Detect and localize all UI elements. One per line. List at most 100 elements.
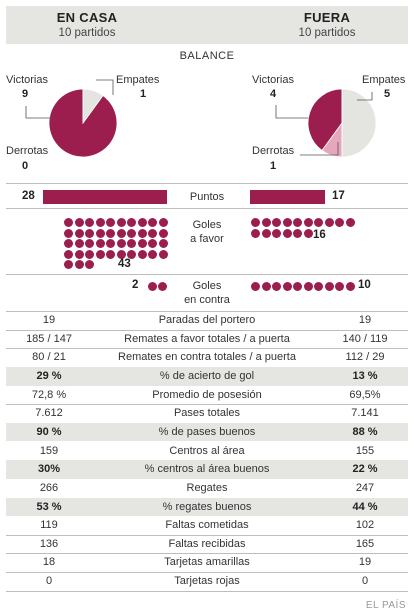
away-title: FUERA [303, 10, 351, 25]
stat-away-value: 247 [355, 481, 375, 494]
stat-home-value: 119 [40, 519, 58, 532]
home-title: EN CASA [56, 10, 118, 25]
divider [6, 208, 408, 209]
balance-heading: BALANCE [179, 50, 235, 62]
goles-favor-home-dot [148, 228, 157, 238]
goles-contra-away-dot [335, 282, 344, 291]
stat-label: Regates [186, 481, 228, 494]
stat-away-value: 19 [358, 556, 372, 569]
goles-favor-away-dot [261, 228, 271, 238]
row-divider [6, 590, 408, 592]
stats-row: 136 Faltas recibidas 165 [6, 535, 408, 554]
home-empates-value: 1 [140, 88, 147, 100]
goles-favor-home-dot [158, 228, 168, 238]
stat-home-value: 30% [37, 463, 61, 476]
stats-row: 185 / 147 Remates a favor totales / a pue… [6, 330, 408, 349]
stats-row: 90 % % de pases buenos 88 % [6, 422, 408, 442]
stats-row: 19 Paradas del portero 19 [6, 311, 408, 330]
goles-favor-home-dot [74, 218, 84, 227]
stat-label: % centros al área buenos [144, 463, 270, 476]
goles-favor-home-dot [85, 260, 94, 269]
goles-favor-label-line1: Goles [192, 219, 222, 231]
goles-favor-home-dot [85, 249, 94, 259]
goles-favor-home-dot [64, 218, 73, 227]
pie-leader-lines [25, 79, 373, 156]
goles-favor-home-dot [137, 218, 147, 227]
stat-home-value: 0 [45, 575, 53, 588]
goles-favor-home-dot [95, 239, 105, 248]
home-pie-chart [48, 88, 118, 158]
stat-label: Faltas cometidas [165, 519, 249, 532]
stat-home-value: 90 % [36, 425, 62, 438]
stats-row: 7.612 Pases totales 7.141 [6, 404, 408, 423]
home-header: EN CASA 10 partidos [12, 10, 162, 39]
away-victorias-slice [307, 88, 343, 152]
row-divider [6, 329, 408, 331]
row-divider [6, 404, 408, 406]
stat-home-value: 7.612 [35, 407, 63, 420]
divider [6, 274, 408, 275]
goles-favor-away-dot [303, 228, 313, 238]
goles-favor-home-dot [106, 218, 115, 227]
stat-home-value: 72,8 % [31, 388, 67, 401]
puntos-away-value: 17 [332, 190, 345, 202]
goles-favor-label-line2: a favor [190, 233, 224, 245]
puntos-home-bar [43, 190, 167, 204]
goles-favor-home-dot [158, 249, 168, 259]
goles-favor-home-dot [137, 239, 147, 248]
goles-contra-home-value: 2 [132, 279, 139, 291]
puntos-home-value: 28 [22, 190, 35, 202]
goles-favor-away-dot [293, 228, 302, 238]
goles-favor-home-dot [85, 218, 94, 227]
goles-favor-home-dot [106, 239, 115, 248]
row-divider [6, 553, 408, 555]
away-victorias-label: Victorias [252, 74, 294, 86]
goles-favor-home-dot [137, 228, 147, 238]
away-subtitle: 10 partidos [298, 27, 356, 39]
away-empates-slice [341, 88, 377, 158]
away-derrotas-label: Derrotas [252, 145, 295, 157]
goles-favor-home-dot [64, 228, 73, 238]
stat-home-value: 136 [39, 537, 59, 550]
stat-away-value: 140 / 119 [342, 332, 388, 345]
home-victorias-label: Victorias [6, 74, 48, 86]
stats-row: 80 / 21 Remates en contra totales / a pue… [6, 348, 408, 367]
goles-favor-home-dot [74, 239, 84, 248]
pie-charts [25, 79, 377, 158]
stat-home-value: 29 % [36, 369, 62, 382]
puntos-away-bar [250, 190, 325, 204]
goles-favor-away-dot [324, 218, 334, 227]
goles-contra-away-dot [293, 282, 302, 291]
stats-row: 29 % % de acierto de gol 13 % [6, 366, 408, 386]
away-header: FUERA 10 partidos [252, 10, 402, 39]
goles-favor-home-dot [64, 249, 73, 259]
goles-favor-away-dot [272, 218, 281, 227]
goles-favor-home-dot [116, 228, 126, 238]
stat-away-value: 165 [355, 537, 375, 550]
goles-favor-away-dot [314, 218, 323, 227]
stats-row: 119 Faltas cometidas 102 [6, 516, 408, 535]
goles-contra-away-value: 10 [358, 279, 371, 291]
home-victorias-value: 9 [22, 88, 29, 100]
stat-home-value: 185 / 147 [26, 332, 72, 345]
puntos-label: Puntos [189, 191, 225, 203]
stat-label: % de pases buenos [158, 425, 256, 438]
goles-favor-home-dot [95, 249, 105, 259]
stat-label: Remates a favor totales / a puerta [124, 332, 290, 345]
goles-contra-away-dot [314, 282, 323, 291]
goles-favor-home-dot [127, 228, 136, 238]
goles-favor-home-dot [106, 249, 115, 259]
stat-home-value: 53 % [36, 500, 62, 513]
goles-contra-label: Goles en contra [170, 279, 244, 307]
goles-favor-home-dot [158, 218, 168, 227]
away-pie-chart [307, 88, 377, 158]
stat-label: Pases totales [173, 407, 241, 420]
goles-contra-away-dot [261, 282, 271, 291]
goles-favor-label: Goles a favor [170, 218, 244, 246]
divider [6, 311, 408, 312]
goles-favor-home-dot [116, 239, 126, 248]
goles-favor-home-dot [116, 218, 126, 227]
goles-favor-away-dot [335, 218, 344, 227]
away-derrotas-value: 1 [270, 160, 277, 172]
stat-away-value: 19 [358, 314, 372, 326]
